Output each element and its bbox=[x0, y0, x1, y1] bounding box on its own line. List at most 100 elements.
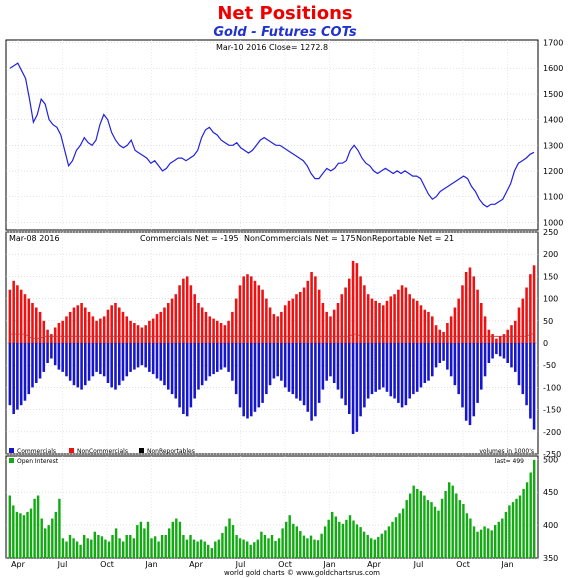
noncommercials-bar bbox=[129, 320, 132, 343]
commercials-bar bbox=[317, 343, 321, 403]
commercials-bar bbox=[306, 343, 310, 412]
noncommercials-bar bbox=[65, 316, 68, 343]
commercials-bar bbox=[61, 343, 64, 372]
noncommercials-bar bbox=[400, 285, 404, 343]
oi-bar bbox=[44, 528, 47, 558]
oi-bar bbox=[171, 521, 175, 558]
commercials-bar bbox=[212, 343, 215, 375]
oi-bar bbox=[306, 538, 309, 558]
oi-bar bbox=[518, 495, 522, 558]
oi-bar bbox=[29, 508, 33, 558]
commercials-bar bbox=[204, 343, 208, 381]
chart-subtitle: Gold - Futures COTs bbox=[213, 25, 357, 40]
commercials-bar bbox=[268, 343, 272, 386]
net-tick-label: -250 bbox=[543, 450, 561, 459]
legend-open-interest: Open Interest bbox=[17, 458, 59, 465]
oi-bar bbox=[8, 495, 12, 558]
oi-bar bbox=[370, 538, 373, 558]
commercials-bar bbox=[155, 343, 159, 379]
commercials-bar bbox=[193, 343, 196, 399]
noncommercials-bar bbox=[348, 278, 351, 343]
oi-bar bbox=[214, 541, 217, 558]
price-tick-label: 1500 bbox=[543, 90, 563, 99]
x-tick-label: Jul bbox=[413, 560, 424, 569]
commercials-bar bbox=[446, 343, 449, 370]
commercials-bar bbox=[121, 343, 125, 381]
oi-bar bbox=[107, 541, 111, 558]
oi-bar bbox=[33, 498, 36, 558]
oi-bar bbox=[168, 528, 171, 558]
nonreportables-line bbox=[9, 333, 535, 340]
legend-commercials: Commercials bbox=[17, 448, 56, 455]
oi-bar bbox=[153, 536, 157, 558]
noncommercials-bar bbox=[261, 289, 264, 343]
noncommercials-bar bbox=[306, 280, 310, 343]
x-tick-label: Apr bbox=[11, 560, 26, 569]
commercials-bar bbox=[419, 343, 423, 388]
oi-tick-label: 400 bbox=[543, 521, 558, 530]
price-line bbox=[9, 62, 535, 208]
noncommercials-bar bbox=[461, 285, 464, 343]
commercials-bar bbox=[359, 343, 362, 417]
oi-bar bbox=[125, 535, 128, 558]
noncommercials-bar bbox=[525, 287, 528, 343]
noncommercials-bar bbox=[370, 298, 374, 343]
commercials-bar bbox=[378, 343, 381, 390]
commercials-bar bbox=[332, 343, 336, 383]
noncommercials-bar bbox=[110, 305, 113, 343]
oi-bar bbox=[217, 539, 221, 558]
commercials-bar bbox=[87, 343, 91, 381]
commercials-bar bbox=[370, 343, 374, 395]
noncommercials-bar bbox=[204, 311, 208, 343]
oi-bar bbox=[182, 535, 185, 558]
oi-bar bbox=[93, 531, 97, 558]
price-tick-label: 1600 bbox=[543, 64, 563, 73]
noncommercials-bar bbox=[53, 327, 57, 343]
commercials-bar bbox=[415, 343, 419, 392]
commercials-bar bbox=[118, 343, 121, 386]
noncommercials-bar bbox=[80, 303, 83, 343]
noncommercials-bar bbox=[329, 316, 332, 343]
net-date-label: Mar-08 2016 bbox=[9, 234, 60, 243]
commercials-bar bbox=[110, 343, 113, 388]
commercials-bar bbox=[529, 343, 532, 419]
noncommercials-bar bbox=[182, 278, 185, 343]
noncommercials-bar bbox=[423, 309, 427, 343]
noncommercials-bar bbox=[246, 274, 249, 343]
oi-bar bbox=[281, 528, 284, 558]
commercials-bar bbox=[480, 343, 483, 390]
commercials-bar bbox=[431, 343, 434, 377]
noncommercials-bar bbox=[366, 294, 370, 343]
commercials-bar bbox=[114, 343, 117, 390]
oi-bar bbox=[189, 535, 192, 558]
nonreportable-net-label: NonReportable Net = 21 bbox=[356, 234, 454, 243]
commercials-bar bbox=[163, 343, 166, 386]
oi-bar bbox=[263, 535, 267, 558]
commercials-bar bbox=[185, 343, 189, 417]
oi-bar bbox=[331, 511, 334, 558]
noncommercials-bar bbox=[408, 294, 411, 343]
commercials-bar bbox=[238, 343, 242, 408]
commercials-bar bbox=[257, 343, 261, 408]
oi-bar bbox=[465, 513, 469, 558]
commercials-bar bbox=[453, 343, 457, 386]
commercials-bar bbox=[442, 343, 445, 361]
units-label: volumes in 1000's bbox=[479, 448, 534, 455]
commercials-bar bbox=[412, 343, 415, 395]
oi-bar bbox=[362, 531, 366, 558]
oi-bar bbox=[157, 541, 160, 558]
noncommercials-bar bbox=[412, 298, 415, 343]
x-tick-label: Oct bbox=[278, 560, 292, 569]
net-tick-label: -200 bbox=[543, 428, 561, 437]
oi-bar bbox=[430, 502, 433, 558]
oi-bar bbox=[51, 518, 54, 558]
noncommercials-bar bbox=[431, 316, 434, 343]
commercials-bar bbox=[283, 343, 287, 388]
noncommercials-bar bbox=[317, 289, 321, 343]
commercials-bar bbox=[219, 343, 223, 370]
commercials-bar bbox=[197, 343, 200, 390]
oi-bar bbox=[302, 535, 306, 558]
net-y-axis: -250 -200 -150 -100 -50 0 50 100 150 200 250 bbox=[543, 228, 561, 459]
noncommercials-bar bbox=[355, 263, 359, 343]
oi-bar bbox=[72, 538, 75, 558]
